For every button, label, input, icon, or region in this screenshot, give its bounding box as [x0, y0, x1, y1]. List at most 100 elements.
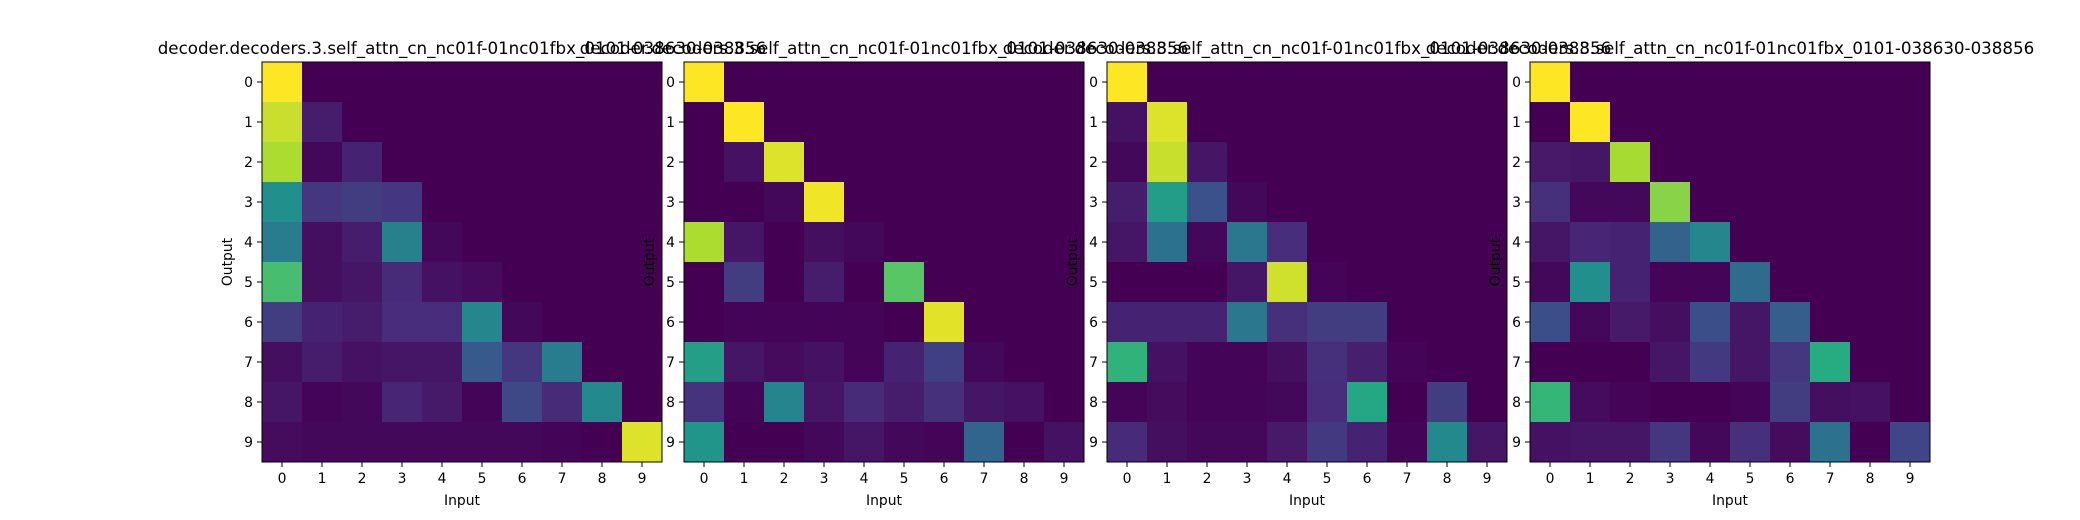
- heatmap-cell: [1307, 182, 1348, 223]
- heatmap-cell: [804, 342, 845, 383]
- heatmap-cell: [1467, 302, 1508, 343]
- heatmap-cell: [684, 102, 725, 143]
- heatmap-cell: [1890, 62, 1931, 103]
- heatmap-cell: [1307, 342, 1348, 383]
- heatmap-cell: [342, 142, 383, 183]
- x-tick-label: 3: [1666, 471, 1675, 487]
- y-tick-label: 3: [1089, 195, 1098, 211]
- heatmap-cell: [1227, 222, 1268, 263]
- heatmap-cell: [542, 142, 583, 183]
- heatmap-cell: [1530, 142, 1571, 183]
- x-tick-label: 0: [1123, 471, 1132, 487]
- heatmap-cell: [1107, 182, 1148, 223]
- heatmap-cell: [502, 222, 543, 263]
- heatmap-cell: [1427, 422, 1468, 463]
- heatmap-cell: [262, 302, 303, 343]
- heatmap-cell: [262, 262, 303, 303]
- heatmap-cell: [1267, 382, 1308, 423]
- heatmap-cell: [884, 222, 925, 263]
- heatmap-cell: [804, 182, 845, 223]
- heatmap-cell: [1044, 342, 1085, 383]
- heatmap-cell: [262, 102, 303, 143]
- heatmap-cell: [1147, 262, 1188, 303]
- heatmap-cell: [1187, 142, 1228, 183]
- heatmap-cell: [462, 142, 503, 183]
- y-tick-label: 8: [1512, 395, 1521, 411]
- heatmap-cell: [1147, 222, 1188, 263]
- heatmap-cell: [764, 302, 805, 343]
- y-tick-label: 1: [244, 115, 253, 131]
- heatmap-cell: [262, 342, 303, 383]
- y-tick-label: 7: [244, 355, 253, 371]
- heatmap-cell: [844, 102, 885, 143]
- heatmap-cell: [884, 422, 925, 463]
- heatmap-cell: [1044, 302, 1085, 343]
- heatmap-cell: [1004, 222, 1045, 263]
- heatmap-cell: [1467, 182, 1508, 223]
- heatmap-cell: [582, 262, 623, 303]
- heatmap-cell: [1107, 382, 1148, 423]
- heatmap-cell: [1187, 102, 1228, 143]
- x-ticks-1: 0 1 2 3 4 5 6 7 8 9: [278, 462, 646, 487]
- heatmap-cell: [764, 102, 805, 143]
- heatmap-cell: [884, 182, 925, 223]
- heatmap-cell: [1387, 102, 1428, 143]
- heatmap-cell: [1730, 262, 1771, 303]
- heatmap-cell: [502, 342, 543, 383]
- heatmap-cell: [1770, 382, 1811, 423]
- heatmap-cell: [1530, 222, 1571, 263]
- heatmap-cell: [1004, 342, 1045, 383]
- subplot-2: 0 1 2 3 4 5 6 7 8 9 0 1 2 3 4 5 6 7 8 9 decoder.decoders.3…: [580, 38, 1189, 509]
- heatmap-cell: [884, 342, 925, 383]
- x-tick-label: 5: [1746, 471, 1755, 487]
- heatmap-cell: [1890, 262, 1931, 303]
- heatmap-cell: [1107, 142, 1148, 183]
- heatmap-cell: [1730, 102, 1771, 143]
- x-tick-label: 2: [1203, 471, 1212, 487]
- heatmap-cell: [462, 102, 503, 143]
- heatmap-cell: [884, 142, 925, 183]
- heatmap-cell: [1267, 182, 1308, 223]
- x-tick-label: 9: [1483, 471, 1492, 487]
- heatmap-cell: [1850, 342, 1891, 383]
- heatmap-cell: [1004, 102, 1045, 143]
- heatmap-cell: [924, 182, 965, 223]
- heatmap-cell: [884, 262, 925, 303]
- heatmap-cell: [804, 222, 845, 263]
- heatmap-cell: [582, 62, 623, 103]
- heatmap-cell: [1147, 62, 1188, 103]
- heatmap-cell: [382, 302, 423, 343]
- heatmap-cell: [382, 222, 423, 263]
- heatmap-cell: [1427, 302, 1468, 343]
- heatmap-cell: [1690, 182, 1731, 223]
- heatmap-cell: [1770, 422, 1811, 463]
- heatmap-cell: [262, 142, 303, 183]
- heatmap-cell: [1730, 382, 1771, 423]
- heatmap-cell: [582, 182, 623, 223]
- heatmap-cell: [1890, 222, 1931, 263]
- heatmap-cell: [502, 102, 543, 143]
- heatmap-cell: [622, 302, 663, 343]
- heatmap-cell: [1890, 422, 1931, 463]
- heatmap-cell: [422, 382, 463, 423]
- heatmap-cell: [844, 182, 885, 223]
- x-tick-label: 8: [1020, 471, 1029, 487]
- heatmap-cell: [542, 422, 583, 463]
- heatmap-cell: [1650, 422, 1691, 463]
- y-axis-label-2: Output: [642, 237, 658, 286]
- heatmap-2-cells: [684, 62, 1085, 463]
- x-tick-label: 9: [1060, 471, 1069, 487]
- y-tick-label: 0: [1089, 75, 1098, 91]
- heatmap-cell: [1850, 142, 1891, 183]
- heatmap-cell: [622, 102, 663, 143]
- heatmap-cell: [1690, 422, 1731, 463]
- heatmap-cell: [462, 382, 503, 423]
- heatmap-cell: [1690, 62, 1731, 103]
- heatmap-cell: [1307, 262, 1348, 303]
- heatmap-cell: [964, 222, 1005, 263]
- heatmap-cell: [884, 382, 925, 423]
- heatmap-cell: [462, 302, 503, 343]
- chart-title-1: decoder.decoders.3.self_attn_cn_nc01f-01…: [158, 38, 767, 59]
- heatmap-cell: [1730, 182, 1771, 223]
- y-tick-label: 5: [244, 275, 253, 291]
